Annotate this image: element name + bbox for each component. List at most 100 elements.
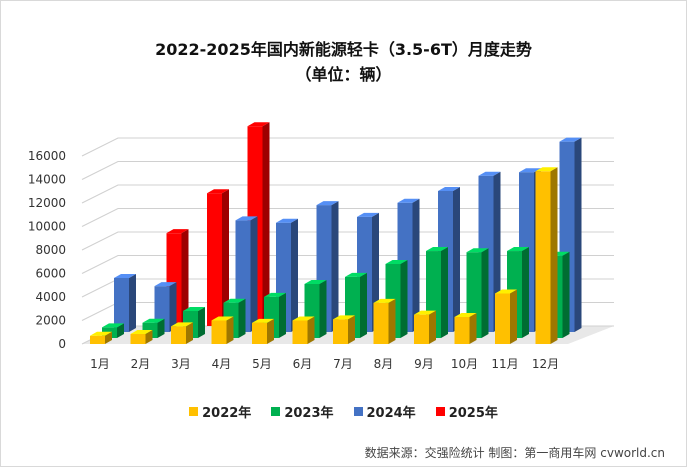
y-tick-label: 16000: [28, 149, 66, 163]
bar-top: [333, 315, 355, 320]
bar-top: [345, 272, 367, 277]
x-tick-label: 11月: [491, 357, 518, 371]
bar-top: [130, 330, 153, 335]
bar-top: [385, 259, 408, 264]
bar-top: [316, 201, 339, 206]
bar-top: [90, 331, 112, 336]
bar-top: [357, 212, 379, 217]
bar-top: [495, 289, 517, 294]
bar-side: [262, 122, 270, 326]
bar-top: [183, 306, 205, 311]
bar-top: [166, 229, 189, 234]
bar-side: [319, 279, 327, 338]
bar-top: [114, 273, 136, 278]
bar-side: [250, 216, 258, 332]
bar-top: [373, 298, 396, 303]
bar-top: [507, 247, 529, 252]
bar: [414, 310, 436, 344]
bar-top: [211, 316, 234, 321]
bar-top: [154, 282, 177, 287]
x-tick-label: 8月: [374, 357, 394, 371]
bar-side: [291, 218, 298, 332]
bar-side: [169, 282, 177, 332]
legend-item-2023: 2023年: [271, 402, 334, 421]
bar-side: [510, 289, 517, 344]
legend-label-2022: 2022年: [202, 406, 252, 421]
bar-side: [412, 198, 420, 332]
bar: [90, 331, 112, 344]
bar-side: [360, 272, 367, 338]
bar-top: [454, 312, 477, 317]
bar-side: [238, 298, 246, 338]
bar: [207, 189, 229, 326]
bar-side: [105, 331, 112, 344]
y-tick-label: 6000: [35, 267, 66, 281]
bar-front: [414, 314, 429, 344]
bar-side: [186, 322, 193, 344]
x-tick-label: 1月: [90, 357, 110, 371]
bar-front: [292, 320, 308, 344]
bar: [114, 273, 136, 332]
legend-swatch-2023: [271, 407, 281, 416]
bar-side: [181, 229, 189, 326]
bar-side: [307, 316, 315, 344]
bar-front: [535, 171, 551, 344]
chart-title: 2022-2025年国内新能源轻卡（3.5-6T）月度走势: [155, 40, 532, 59]
bar-side: [157, 318, 165, 338]
x-tick-label: 4月: [212, 357, 232, 371]
gridline: [81, 184, 614, 204]
bar-front: [211, 320, 227, 344]
legend-swatch-2025: [435, 407, 445, 416]
bar-side: [129, 273, 136, 332]
y-tick-label: 12000: [28, 196, 66, 210]
bar-front: [333, 319, 348, 344]
source-note: 数据来源：交强险统计 制图：第一商用车网 cvworld.cn: [364, 446, 665, 460]
gridline: [81, 137, 614, 157]
bar-top: [235, 216, 258, 221]
bar-top: [276, 218, 298, 223]
bar-side: [388, 298, 396, 344]
bar-top: [426, 247, 448, 252]
legend-label-2024: 2024年: [366, 406, 416, 421]
bar-top: [535, 167, 558, 172]
bar-top: [397, 198, 420, 203]
bar-top: [142, 318, 165, 323]
y-tick-label: 8000: [35, 243, 66, 257]
bar-side: [522, 247, 529, 338]
bar-front: [114, 277, 129, 332]
y-tick-label: 10000: [28, 220, 66, 234]
bar-side: [279, 292, 286, 338]
y-tick-label: 14000: [28, 173, 66, 187]
bar-front: [454, 316, 470, 344]
bar-front: [373, 302, 389, 344]
x-tick-label: 10月: [451, 357, 478, 371]
bar-top: [438, 187, 460, 191]
bar-top: [414, 310, 436, 315]
bar: [495, 289, 517, 344]
bar-top: [223, 298, 246, 303]
bar-side: [550, 167, 558, 344]
bar-side: [574, 137, 582, 332]
bar-top: [466, 248, 489, 253]
bar-side: [453, 187, 460, 332]
bar-top: [102, 323, 124, 328]
bar-front: [495, 293, 510, 344]
x-tick-label: 7月: [333, 357, 353, 371]
bar: [171, 322, 193, 344]
legend-swatch-2024: [353, 407, 363, 416]
bar-side: [198, 306, 205, 338]
bar-front: [130, 334, 146, 344]
bar-side: [400, 259, 408, 338]
bar-top: [171, 322, 193, 327]
bar-side: [117, 323, 124, 338]
legend-label-2023: 2023年: [284, 406, 334, 421]
bar: [264, 292, 286, 338]
bar-top: [247, 122, 270, 127]
legend-label-2025: 2025年: [448, 406, 498, 421]
bar-side: [469, 312, 477, 344]
x-tick-label: 6月: [293, 357, 313, 371]
chart-legend: 2022年 2023年 2024年 2025年: [0, 402, 687, 421]
bar: [535, 167, 558, 344]
bar-top: [292, 316, 315, 321]
bar: [373, 298, 396, 344]
